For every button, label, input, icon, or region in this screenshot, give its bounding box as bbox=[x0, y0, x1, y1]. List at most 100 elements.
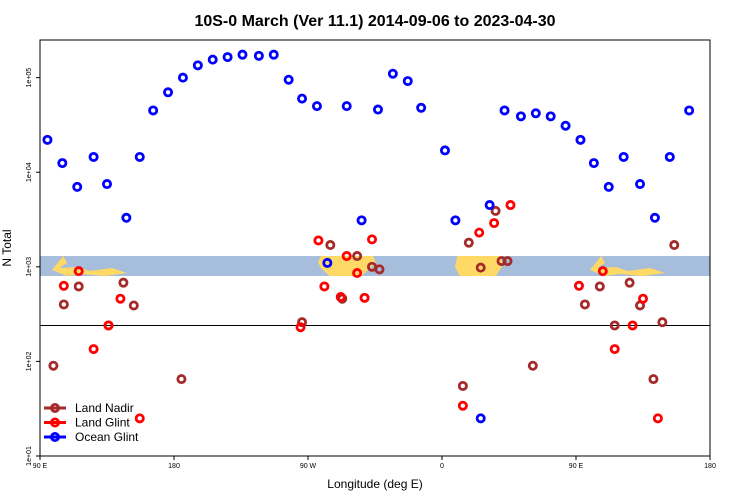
plot-frame bbox=[39, 39, 711, 457]
data-point bbox=[121, 212, 132, 223]
data-point bbox=[560, 120, 571, 131]
data-point bbox=[356, 215, 367, 226]
series-land-glint bbox=[58, 200, 663, 424]
legend-marker bbox=[50, 417, 61, 428]
x-axis: 90 E 180 90 W 0 90 E 180 bbox=[33, 456, 716, 470]
data-point bbox=[530, 108, 541, 119]
legend-item: Land Glint bbox=[44, 416, 130, 430]
data-point bbox=[579, 299, 590, 310]
data-point bbox=[72, 181, 83, 192]
legend-label: Land Glint bbox=[75, 416, 130, 430]
data-point bbox=[457, 400, 468, 411]
legend-label: Land Nadir bbox=[75, 401, 134, 415]
data-point bbox=[222, 52, 233, 63]
data-point bbox=[372, 104, 383, 115]
data-point bbox=[603, 181, 614, 192]
data-point bbox=[684, 105, 695, 116]
data-point bbox=[387, 68, 398, 79]
x-tick-label: 180 bbox=[704, 463, 716, 470]
y-tick-label: 1e+03 bbox=[26, 257, 33, 277]
y-tick-label: 1e+01 bbox=[26, 446, 33, 466]
data-point bbox=[609, 344, 620, 355]
y-tick-label: 1e+02 bbox=[26, 351, 33, 371]
data-point bbox=[505, 200, 516, 211]
data-point bbox=[313, 235, 324, 246]
legend-marker bbox=[50, 431, 61, 442]
data-point bbox=[374, 264, 385, 275]
data-point bbox=[657, 317, 668, 328]
data-point bbox=[588, 158, 599, 169]
x-axis-label: Longitude (deg E) bbox=[327, 477, 422, 491]
data-point bbox=[297, 317, 308, 328]
data-point bbox=[58, 280, 69, 291]
data-point bbox=[115, 293, 126, 304]
data-point bbox=[134, 151, 145, 162]
data-point bbox=[73, 266, 84, 277]
series-ocean-glint bbox=[42, 49, 695, 424]
data-point bbox=[163, 87, 174, 98]
legend-marker bbox=[50, 402, 61, 413]
data-point bbox=[490, 205, 501, 216]
data-point bbox=[283, 74, 294, 85]
data-point bbox=[118, 277, 129, 288]
data-point bbox=[416, 102, 427, 113]
data-point bbox=[652, 413, 663, 424]
x-tick-label: 90 W bbox=[300, 463, 317, 470]
data-point bbox=[73, 281, 84, 292]
data-point bbox=[134, 413, 145, 424]
data-point bbox=[42, 134, 53, 145]
land-maritime-continent bbox=[52, 256, 127, 276]
data-point bbox=[484, 200, 495, 211]
data-point bbox=[439, 145, 450, 156]
data-point bbox=[341, 251, 352, 262]
data-point bbox=[475, 262, 486, 273]
data-point bbox=[88, 344, 99, 355]
data-point bbox=[311, 101, 322, 112]
data-point bbox=[573, 280, 584, 291]
data-point bbox=[450, 215, 461, 226]
data-point bbox=[352, 268, 363, 279]
legend-item: Ocean Glint bbox=[44, 430, 139, 444]
chart-title: 10S-0 March (Ver 11.1) 2014-09-06 to 202… bbox=[194, 13, 555, 30]
x-tick-label: 0 bbox=[440, 463, 444, 470]
data-point bbox=[48, 360, 59, 371]
data-point bbox=[496, 256, 507, 267]
legend-item: Land Nadir bbox=[44, 401, 134, 415]
data-point bbox=[367, 234, 378, 245]
data-point bbox=[463, 237, 474, 248]
data-point bbox=[177, 72, 188, 83]
data-point bbox=[597, 266, 608, 277]
data-point bbox=[624, 277, 635, 288]
x-tick-label: 90 E bbox=[33, 463, 48, 470]
land-maritime-continent-2 bbox=[590, 256, 665, 276]
data-point bbox=[325, 240, 336, 251]
data-point bbox=[322, 257, 333, 268]
data-point bbox=[649, 212, 660, 223]
series-land-nadir bbox=[48, 205, 680, 391]
y-axis: 1e+01 1e+02 1e+03 1e+04 1e+05 bbox=[26, 68, 40, 466]
x-tick-label: 90 E bbox=[569, 463, 584, 470]
data-point bbox=[341, 101, 352, 112]
data-point bbox=[457, 380, 468, 391]
data-point bbox=[88, 151, 99, 162]
data-point bbox=[58, 299, 69, 310]
data-point bbox=[669, 240, 680, 251]
data-point bbox=[148, 105, 159, 116]
data-point bbox=[618, 151, 629, 162]
data-point bbox=[609, 320, 620, 331]
data-point bbox=[352, 251, 363, 262]
data-points bbox=[42, 49, 695, 424]
y-tick-label: 1e+05 bbox=[26, 68, 33, 88]
data-point bbox=[128, 300, 139, 311]
data-point bbox=[176, 374, 187, 385]
data-point bbox=[192, 60, 203, 71]
data-point bbox=[627, 320, 638, 331]
data-point bbox=[594, 281, 605, 292]
data-point bbox=[295, 322, 306, 333]
data-point bbox=[474, 227, 485, 238]
data-point bbox=[515, 111, 526, 122]
data-point bbox=[475, 413, 486, 424]
data-point bbox=[664, 151, 675, 162]
